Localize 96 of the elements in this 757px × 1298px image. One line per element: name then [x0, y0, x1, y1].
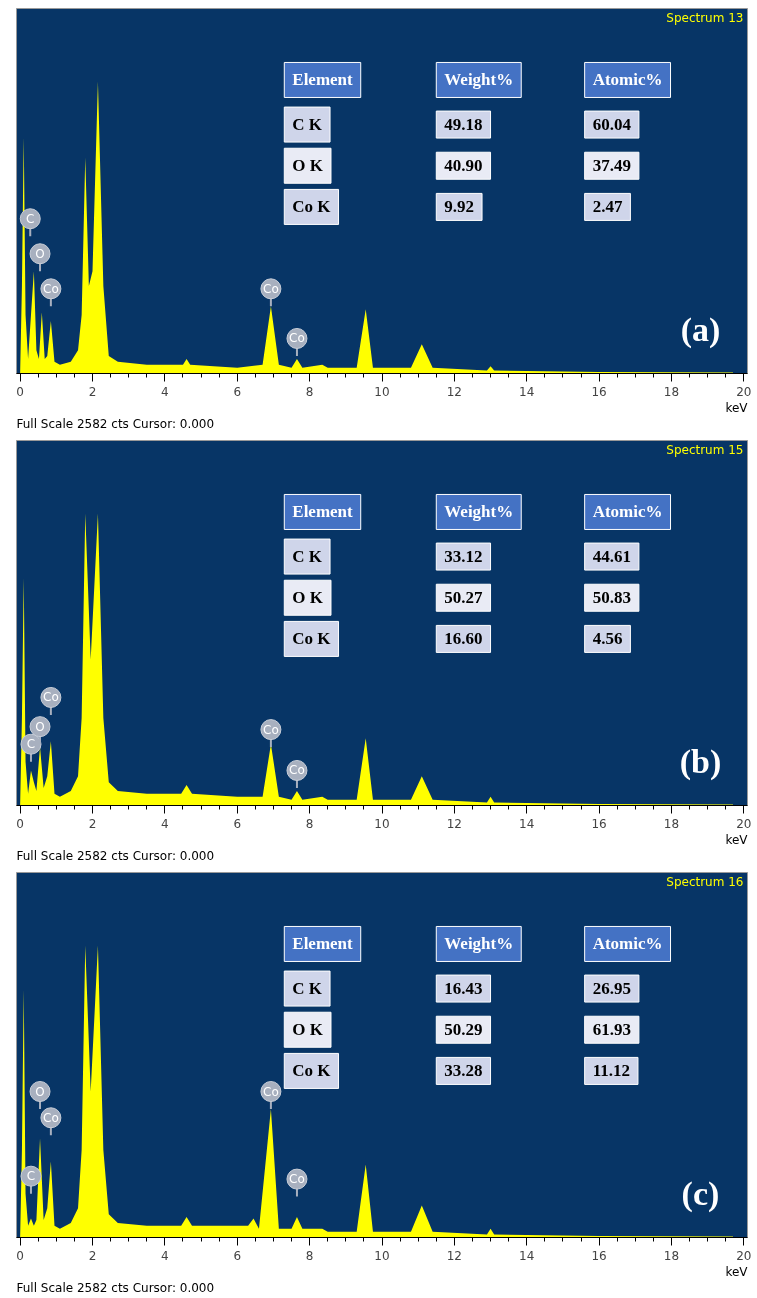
x-axis-title: keV — [725, 832, 749, 847]
annotation: O K — [292, 588, 324, 608]
x-tick-label: 8 — [305, 816, 314, 831]
x-tick-label: 14 — [519, 816, 535, 831]
x-axis-title: keV — [725, 1264, 749, 1279]
annotation: Co K — [292, 1061, 332, 1081]
annotation: 16.60 — [444, 629, 483, 649]
annotation: 33.12 — [444, 547, 483, 567]
annotation: C — [26, 1169, 36, 1184]
annotation: Element — [292, 934, 354, 954]
x-tick-label: 10 — [374, 384, 390, 399]
x-tick-label: 18 — [663, 1248, 680, 1263]
annotation: Co — [43, 1110, 59, 1125]
x-tick-label: 16 — [591, 1248, 607, 1263]
annotation: (b) — [679, 743, 722, 782]
text: Full Scale 2582 cts Cursor: 0.000 — [16, 848, 215, 863]
x-tick-label: 14 — [519, 384, 535, 399]
annotation: Co — [263, 1084, 279, 1099]
annotation: 9.92 — [444, 197, 475, 217]
x-tick-label: 16 — [591, 816, 607, 831]
x-tick-label: 14 — [519, 1248, 535, 1263]
annotation: 4.56 — [592, 629, 623, 649]
annotation: (a) — [680, 311, 721, 350]
x-tick-label: 20 — [736, 1248, 752, 1263]
x-tick-label: 6 — [233, 816, 242, 831]
annotation: 44.61 — [592, 547, 631, 567]
chart-subtitle: Spectrum 16 — [666, 874, 744, 889]
annotation: 60.04 — [592, 115, 632, 135]
x-tick-label: 20 — [736, 384, 752, 399]
annotation: Element — [292, 502, 354, 522]
annotation: Co K — [292, 197, 332, 217]
x-tick-label: 10 — [374, 1248, 390, 1263]
annotation: 2.47 — [592, 197, 623, 217]
annotation: Atomic% — [592, 70, 663, 90]
annotation: C K — [292, 115, 323, 135]
annotation: Co — [263, 281, 279, 296]
x-tick-label: 4 — [161, 816, 169, 831]
annotation: (c) — [681, 1175, 720, 1214]
annotation: O — [35, 246, 45, 261]
annotation: 33.28 — [444, 1061, 483, 1081]
annotation: Co — [263, 722, 279, 737]
annotation: Weight% — [444, 502, 514, 522]
annotation: Element — [292, 70, 354, 90]
annotation: 26.95 — [592, 979, 631, 999]
text: Full Scale 2582 cts Cursor: 0.000 — [16, 416, 215, 431]
chart-subtitle: Spectrum 15 — [666, 442, 744, 457]
annotation: Co — [289, 1172, 305, 1187]
annotation: 37.49 — [592, 156, 631, 176]
annotation: O — [35, 719, 45, 734]
annotation: C — [26, 211, 35, 226]
x-tick-label: 18 — [663, 816, 680, 831]
x-tick-label: 8 — [305, 384, 314, 399]
annotation: C K — [292, 547, 323, 567]
x-tick-label: 18 — [663, 384, 680, 399]
annotation: 11.12 — [592, 1061, 630, 1081]
x-tick-label: 0 — [16, 384, 24, 399]
x-tick-label: 2 — [88, 384, 97, 399]
text: Full Scale 2582 cts Cursor: 0.000 — [16, 1280, 215, 1295]
annotation: 61.93 — [592, 1020, 631, 1040]
annotation: 16.43 — [444, 979, 483, 999]
annotation: Co — [43, 281, 59, 296]
x-tick-label: 4 — [161, 1248, 169, 1263]
x-tick-label: 6 — [233, 1248, 242, 1263]
x-tick-label: 0 — [16, 1248, 24, 1263]
annotation: 40.90 — [444, 156, 483, 176]
x-tick-label: 2 — [88, 816, 97, 831]
x-tick-label: 6 — [233, 384, 242, 399]
x-tick-label: 12 — [446, 384, 463, 399]
annotation: 50.29 — [444, 1020, 483, 1040]
annotation: Co — [289, 331, 305, 346]
annotation: O K — [292, 1020, 324, 1040]
x-tick-label: 10 — [374, 816, 390, 831]
annotation: Co K — [292, 629, 332, 649]
x-tick-label: 16 — [591, 384, 607, 399]
annotation: 50.83 — [592, 588, 631, 608]
annotation: O — [35, 1084, 45, 1099]
annotation: Weight% — [444, 70, 514, 90]
annotation: Atomic% — [592, 934, 663, 954]
x-tick-label: 4 — [161, 384, 169, 399]
x-tick-label: 0 — [16, 816, 24, 831]
annotation: Atomic% — [592, 502, 663, 522]
x-axis-title: keV — [725, 400, 749, 415]
annotation: Co — [289, 763, 305, 778]
x-tick-label: 20 — [736, 816, 752, 831]
x-tick-label: 12 — [446, 816, 463, 831]
annotation: 49.18 — [444, 115, 483, 135]
x-tick-label: 2 — [88, 1248, 97, 1263]
annotation: Weight% — [444, 934, 514, 954]
annotation: C K — [292, 979, 323, 999]
annotation: Co — [43, 690, 59, 705]
annotation: O K — [292, 156, 324, 176]
x-tick-label: 8 — [305, 1248, 314, 1263]
chart-subtitle: Spectrum 13 — [666, 10, 744, 25]
x-tick-label: 12 — [446, 1248, 463, 1263]
annotation: 50.27 — [444, 588, 484, 608]
annotation: C — [26, 737, 36, 752]
